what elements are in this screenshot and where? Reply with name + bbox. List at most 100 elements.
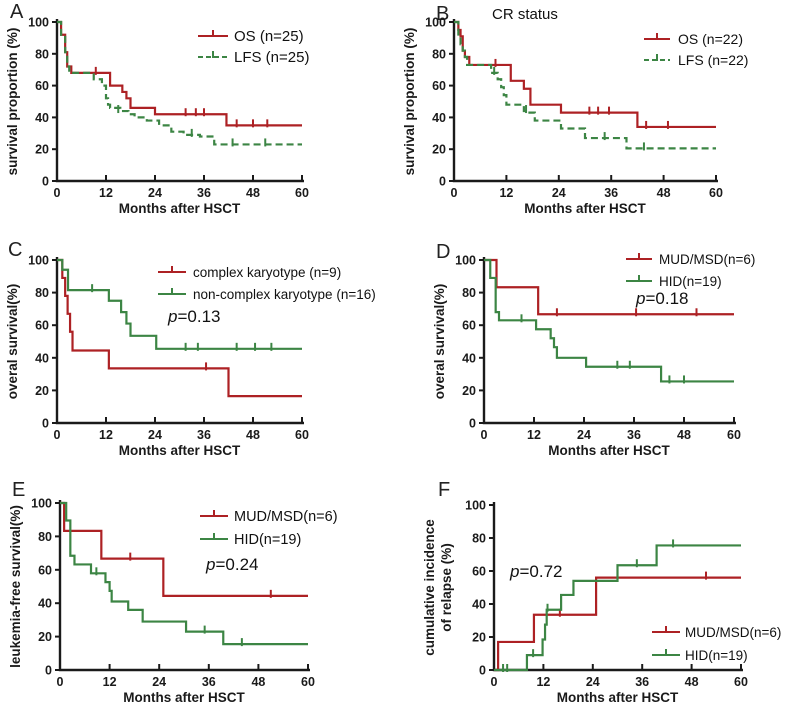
y-tick-label: 60 [38, 563, 52, 577]
y-tick-label: 0 [42, 175, 49, 189]
y-tick-label: 60 [35, 79, 49, 93]
x-axis-label: Months after HSCT [548, 443, 670, 458]
series-line [494, 544, 741, 672]
series-line [494, 576, 741, 672]
y-tick-label: 0 [469, 417, 476, 431]
panel-letter-d: D [436, 241, 451, 263]
series-line [484, 258, 734, 383]
y-axis-label: of relapse (%) [439, 543, 454, 632]
panel-a: A 0 20 40 60 80 100 0 12 24 36 48 60 Months after HS… [0, 0, 394, 240]
x-tick-label: 60 [295, 428, 309, 442]
x-axis-label: Months after HSCT [524, 201, 646, 216]
panel-b: B 0 20 40 60 80 100 0 12 24 36 48 60 Months after HS… [394, 0, 789, 240]
x-tick-label: 36 [202, 675, 216, 689]
x-tick-label: 12 [99, 428, 113, 442]
panel-c: C 0 20 40 60 80 100 0 12 24 36 48 60 Months after HS… [0, 240, 394, 480]
panel-letter-a: A [10, 1, 24, 23]
y-tick-label: 100 [455, 254, 476, 268]
y-axis-label: cumulative incidence [422, 519, 437, 656]
x-tick-label: 12 [527, 428, 541, 442]
x-tick-label: 60 [301, 675, 315, 689]
axis [55, 257, 304, 425]
y-tick-label: 40 [472, 598, 486, 612]
x-tick-label: 60 [295, 186, 309, 200]
km-chart-d: 0 20 40 60 80 100 0 12 24 36 48 60 Months after HSCT… [432, 252, 755, 458]
x-tick-label: 48 [657, 186, 671, 200]
y-tick-label: 80 [432, 47, 446, 61]
y-axis-label: survival proportion (%) [5, 28, 20, 176]
series-line [57, 258, 302, 350]
y-tick-label: 40 [38, 597, 52, 611]
y-tick-label: 80 [472, 532, 486, 546]
y-tick-label: 100 [28, 254, 49, 268]
y-tick-label: 80 [35, 286, 49, 300]
series-line [57, 20, 302, 127]
y-tick-label: 20 [432, 143, 446, 157]
y-tick-label: 60 [35, 319, 49, 333]
y-tick-label: 20 [35, 384, 49, 398]
y-tick-label: 20 [35, 143, 49, 157]
x-tick-label: 24 [152, 675, 166, 689]
x-axis-label: Months after HSCT [123, 690, 245, 705]
legend-label: HID(n=19) [234, 532, 301, 548]
x-tick-label: 24 [577, 428, 591, 442]
y-tick-label: 80 [35, 47, 49, 61]
km-chart-a: 0 20 40 60 80 100 0 12 24 36 48 60 Months after HSCT… [5, 16, 309, 217]
x-tick-label: 24 [586, 675, 600, 689]
series-line [484, 258, 734, 316]
x-tick-label: 12 [536, 675, 550, 689]
km-chart-f: 0 20 40 60 80 100 0 12 24 36 48 60 Months after HSCT… [422, 499, 781, 706]
x-axis-label: Months after HSCT [119, 443, 241, 458]
x-tick-label: 24 [148, 186, 162, 200]
y-tick-label: 0 [42, 417, 49, 431]
legend-label: MUD/MSD(n=6) [659, 252, 755, 267]
legend-label: HID(n=19) [685, 648, 748, 663]
x-tick-label: 60 [709, 186, 723, 200]
legend-label: LFS (n=25) [234, 49, 309, 66]
series-line [57, 258, 302, 398]
panel-letter-c: C [8, 239, 23, 261]
x-tick-label: 24 [148, 428, 162, 442]
y-tick-label: 60 [472, 565, 486, 579]
x-tick-label: 60 [727, 428, 741, 442]
x-tick-label: 36 [197, 186, 211, 200]
y-tick-label: 40 [462, 351, 476, 365]
y-axis-label: overal survival(%) [432, 284, 447, 400]
p-value-label: p=0.13 [167, 307, 220, 326]
legend-label: HID(n=19) [659, 274, 722, 289]
y-axis-label: survival proportion (%) [402, 28, 417, 176]
y-tick-label: 100 [31, 497, 52, 511]
y-tick-label: 0 [479, 664, 486, 678]
y-tick-label: 20 [462, 384, 476, 398]
x-tick-label: 12 [103, 675, 117, 689]
panel-d: D 0 20 40 60 80 100 0 12 24 36 48 60 Months after HS… [394, 240, 789, 480]
x-axis-label: Months after HSCT [119, 201, 241, 216]
y-tick-label: 80 [462, 286, 476, 300]
y-tick-label: 0 [45, 664, 52, 678]
y-tick-label: 100 [425, 16, 446, 30]
legend-label: MUD/MSD(n=6) [234, 509, 338, 525]
x-tick-label: 48 [685, 675, 699, 689]
y-tick-label: 60 [432, 79, 446, 93]
x-tick-label: 12 [499, 186, 513, 200]
x-tick-label: 0 [451, 186, 458, 200]
x-tick-label: 0 [54, 186, 61, 200]
x-tick-label: 36 [604, 186, 618, 200]
p-value-label: p=0.18 [635, 289, 688, 308]
panel-e: E 0 20 40 60 80 100 0 12 24 36 48 60 Months after HS… [0, 480, 394, 720]
x-tick-label: 0 [54, 428, 61, 442]
axis [492, 502, 743, 672]
x-tick-label: 36 [197, 428, 211, 442]
y-tick-label: 100 [28, 16, 49, 30]
series-line [60, 501, 308, 646]
legend-label: OS (n=25) [234, 28, 304, 45]
y-tick-label: 40 [35, 111, 49, 125]
y-axis-label: leukemia-free survival(%) [8, 505, 23, 668]
y-axis-label: overal survival(%) [5, 284, 20, 400]
y-tick-label: 40 [35, 351, 49, 365]
x-tick-label: 48 [677, 428, 691, 442]
km-chart-e: 0 20 40 60 80 100 0 12 24 36 48 60 Months after HSCT… [8, 497, 338, 706]
x-tick-label: 12 [99, 186, 113, 200]
x-tick-label: 48 [246, 186, 260, 200]
legend-label: complex karyotype (n=9) [193, 265, 341, 280]
